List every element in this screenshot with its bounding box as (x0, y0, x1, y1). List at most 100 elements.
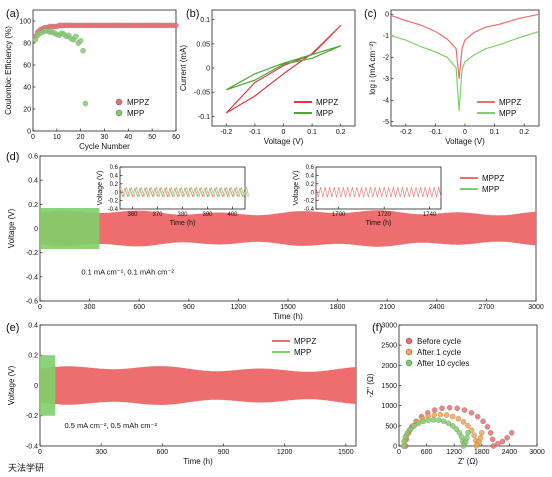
chart-c: -0.2 -0.1 0 0.1 0.2 0 -1 -2 -3 -4 -5 Voltage (V) log… (368, 9, 540, 146)
x-tick-label: -0.2 (400, 129, 412, 136)
data-point-nyquist (453, 426, 460, 432)
x-axis-label: Voltage (V) (264, 137, 304, 146)
y-tick-label: -0.4 (26, 274, 38, 281)
x-axis-label: Time (h) (183, 457, 213, 466)
y-tick-label: 0.4 (110, 174, 119, 180)
y-tick-label: 0 (34, 226, 38, 233)
series-band-MPPZ (40, 210, 536, 247)
y-tick-label: 0.4 (28, 178, 38, 185)
legend-marker (405, 348, 413, 356)
x-tick-label: 1500 (280, 304, 296, 311)
data-point-nyquist (437, 411, 444, 418)
x-tick-label: 1720 (378, 212, 392, 218)
data-point-nyquist (449, 413, 456, 420)
y-tick-label: 0 (385, 12, 389, 19)
data-point-nyquist (439, 405, 445, 412)
y-tick-label: 1000 (381, 403, 397, 410)
x-tick-label: 50 (148, 134, 156, 141)
condition-note: 0.1 mA cm⁻², 0.1 mAh cm⁻² (81, 267, 174, 276)
data-point-nyquist (465, 430, 471, 436)
panel-label: (d) (6, 151, 19, 163)
data-point-nyquist (480, 418, 486, 425)
legend-marker (405, 359, 413, 367)
x-axis-label: Time (h) (273, 312, 303, 321)
y-tick-label: 0 (34, 383, 38, 390)
legend-entry: MPP (482, 185, 499, 194)
x-tick-label: 0 (397, 449, 401, 456)
data-point-nyquist (468, 410, 475, 416)
x-tick-label: 60 (172, 134, 180, 141)
legend-entry: MPPZ (316, 98, 338, 107)
data-point-nyquist (407, 426, 414, 432)
y-tick-label: 0 (206, 65, 210, 72)
inset-background (316, 167, 441, 209)
y-tick-label: 100 (19, 18, 31, 25)
panel-label: (e) (6, 322, 19, 334)
legend-entry: MPP (316, 109, 333, 118)
y-axis-label: Voltage (V) (7, 208, 16, 248)
x-tick-label: 390 (202, 212, 213, 218)
y-tick-label: 60 (23, 62, 31, 69)
data-point-nyquist (508, 430, 515, 436)
y-tick-label: 3000 (381, 322, 397, 329)
y-tick-label: 0 (393, 443, 397, 450)
x-tick-label: 30 (101, 134, 109, 141)
legend-entry: Before cycle (417, 337, 462, 346)
data-point-nyquist (443, 412, 450, 418)
data-point-MPP (32, 36, 39, 43)
y-tick-label: 1500 (381, 383, 397, 390)
x-tick-label: 0 (31, 134, 35, 141)
data-point-nyquist (435, 417, 442, 423)
condition-note: 0.5 mA cm⁻², 0.5 mAh cm⁻² (64, 421, 157, 430)
series-line-MPPZ (225, 24, 342, 114)
watermark-text: 天法学研 (8, 462, 44, 473)
x-tick-label: 1500 (338, 449, 354, 456)
x-tick-label: -0.2 (220, 129, 232, 136)
data-point-nyquist (495, 440, 501, 447)
y-tick-label: 0.6 (306, 165, 315, 171)
x-tick-label: 0.2 (519, 129, 529, 136)
x-tick-label: 900 (218, 449, 230, 456)
y-tick-label: -0.6 (26, 298, 38, 305)
y-tick-label: -4 (383, 98, 389, 105)
x-tick-label: 2400 (429, 304, 445, 311)
y-tick-label: 500 (385, 423, 397, 430)
y-axis-label: -Z'' (Ω) (366, 373, 375, 397)
series-band-MPPZ (40, 366, 356, 405)
x-tick-label: -0.1 (249, 129, 261, 136)
x-axis-label: Time (h) (170, 220, 196, 227)
legend-entry: After 1 cycle (417, 348, 462, 357)
y-tick-label: -0.4 (26, 443, 38, 450)
x-tick-label: 3000 (528, 304, 544, 311)
data-point-nyquist (465, 423, 471, 429)
y-tick-label: 40 (23, 84, 31, 91)
y-tick-label: -0.1 (198, 114, 210, 121)
y-tick-label: 0.2 (28, 202, 38, 209)
panel-label: (b) (186, 8, 199, 20)
y-tick-label: 0.1 (200, 17, 210, 24)
x-axis-label: Cycle Number (79, 142, 130, 151)
series-line-MPPZ (390, 13, 540, 80)
y-tick-label: 80 (23, 40, 31, 47)
x-tick-label: 1200 (277, 449, 293, 456)
data-point-nyquist (440, 418, 447, 425)
legend-entry: MPP (127, 109, 144, 118)
x-tick-label: 0 (38, 449, 42, 456)
x-tick-label: 370 (152, 212, 163, 218)
panel-label: (a) (6, 8, 19, 20)
data-point-nyquist (499, 438, 506, 445)
data-point-nyquist (471, 432, 477, 438)
x-tick-label: 1200 (446, 449, 462, 456)
x-tick-label: 0.1 (490, 129, 500, 136)
data-point-nyquist (461, 407, 468, 413)
y-axis-label: Current (mA) (179, 45, 188, 92)
x-tick-label: 0.2 (336, 129, 346, 136)
chart-e: 0 300 600 900 1200 1500 -0.4 -0.2 0 0.2 0.4 Time (h… (7, 322, 357, 466)
x-tick-label: 900 (183, 304, 195, 311)
inset-2: 1700 1720 1740 -0.4 -0.2 0 0.2 0.4 0.6 Time (h) Vo… (293, 165, 442, 227)
x-tick-label: -0.1 (429, 129, 441, 136)
data-point-MPP (80, 47, 86, 54)
y-tick-label: 2000 (381, 363, 397, 370)
legend-entry: MPPZ (499, 98, 521, 107)
